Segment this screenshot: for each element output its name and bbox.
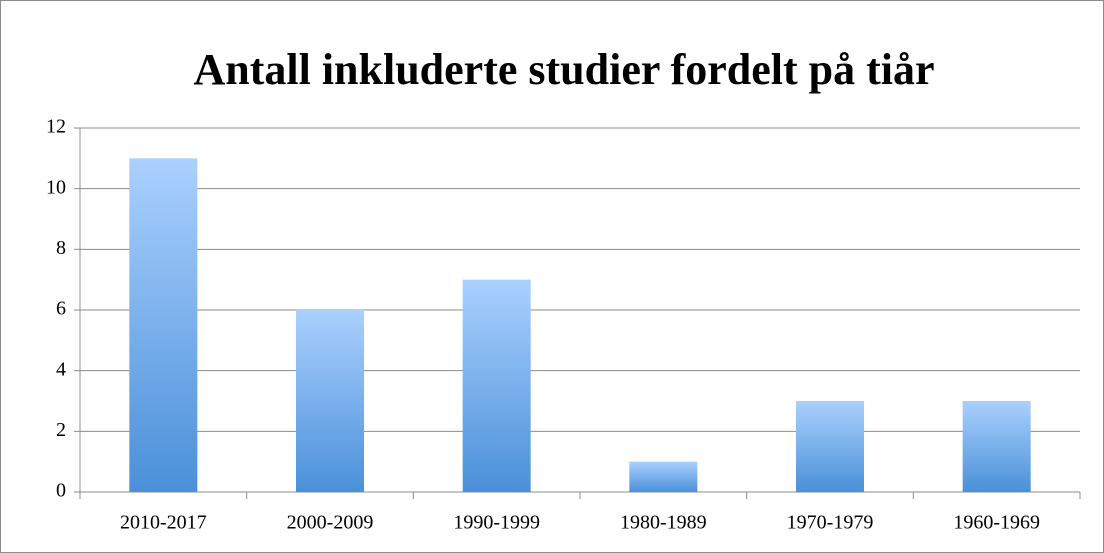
- bar: [962, 401, 1031, 492]
- x-tick-label: 1990-1999: [453, 512, 540, 534]
- y-tick-label: 6: [56, 298, 66, 320]
- bar: [296, 310, 364, 492]
- chart-title: Antall inkluderte studier fordelt på tiå…: [193, 45, 934, 94]
- x-tick-label: 1960-1969: [953, 512, 1040, 534]
- y-tick-label: 0: [56, 480, 66, 502]
- bar: [462, 279, 531, 492]
- y-tick-label: 2: [56, 419, 66, 441]
- x-tick-label: 1970-1979: [787, 512, 874, 534]
- x-tick-label: 2000-2009: [287, 512, 374, 534]
- bar: [796, 401, 864, 492]
- y-tick-label: 12: [46, 116, 66, 138]
- y-tick-label: 10: [46, 176, 66, 198]
- y-tick-label: 8: [56, 237, 66, 259]
- x-tick-label: 1980-1989: [620, 512, 707, 534]
- y-tick-label: 4: [56, 358, 66, 380]
- x-tick-label: 2010-2017: [120, 512, 207, 534]
- bar: [629, 461, 698, 492]
- bar: [129, 158, 198, 493]
